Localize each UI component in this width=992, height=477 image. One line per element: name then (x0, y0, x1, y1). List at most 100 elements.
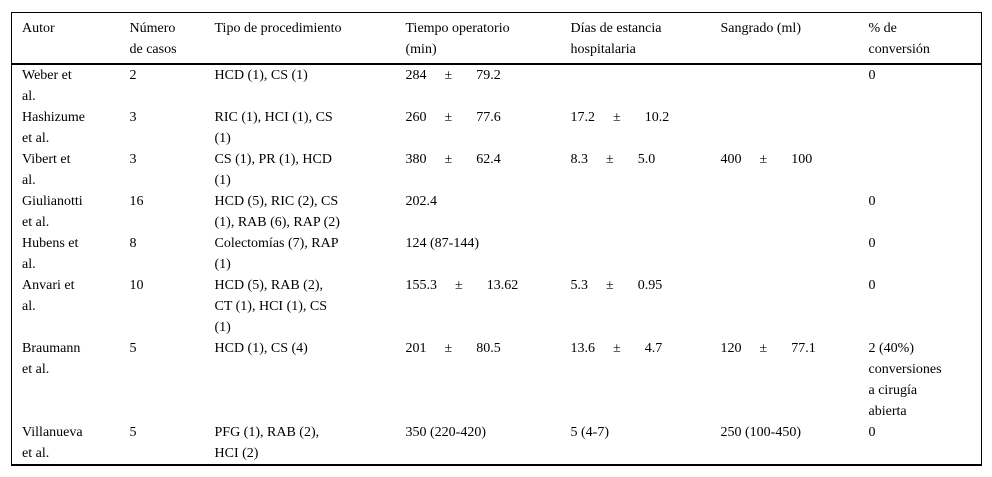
dias-sd: 10.2 (644, 110, 670, 125)
autor-text: Hashizume et al. (22, 110, 85, 146)
plus-minus-sign: ± (444, 68, 453, 83)
dias-range-text: 5 (4-7) (570, 425, 610, 440)
dias-cell (561, 191, 711, 233)
col-header-sangrado: Sangrado (ml) (711, 13, 859, 65)
conversion-cell: 0 (859, 422, 982, 465)
sangrado-cell (711, 64, 859, 107)
autor-cell: Anvari et al. (12, 275, 120, 338)
dias-cell: 5.3 ±0.95 (561, 275, 711, 338)
procedimiento-cell: PFG (1), RAB (2), HCI (2) (205, 422, 396, 465)
tiempo-sd: 13.62 (486, 278, 519, 293)
plus-minus-sign: ± (444, 341, 453, 356)
autor-text: Villanueva et al. (22, 425, 83, 461)
tiempo-sd: 77.6 (476, 110, 501, 125)
casos-text: 2 (129, 68, 137, 83)
tiempo-mean: 155.3 (405, 278, 438, 293)
dias-mean: 8.3 (570, 152, 589, 167)
conversion-cell: 0 (859, 233, 982, 275)
dias-cell: 13.6 ±4.7 (561, 338, 711, 422)
dias-mean: 17.2 (570, 110, 596, 125)
procedimiento-cell: HCD (1), CS (4) (205, 338, 396, 422)
conversion-text: 2 (40%) conversiones a cirugía abierta (868, 341, 942, 419)
plus-minus-sign: ± (613, 341, 621, 356)
procedimiento-text: Colectomías (7), RAP (1) (214, 236, 339, 272)
col-header-casos: Número de casos (120, 13, 205, 65)
conversion-cell: 0 (859, 64, 982, 107)
autor-text: Anvari et al. (22, 278, 75, 314)
table-row: Weber et al. 2 HCD (1), CS (1) 284 ±79.2 … (12, 64, 982, 107)
sangrado-mean: 120 (720, 341, 742, 356)
plus-minus-sign: ± (606, 278, 614, 293)
tiempo-sd: 79.2 (476, 68, 501, 83)
dias-cell: 8.3 ±5.0 (561, 149, 711, 191)
autor-cell: Hubens et al. (12, 233, 120, 275)
plus-minus-sign: ± (759, 152, 768, 167)
conversion-text: 0 (868, 236, 876, 251)
col-header-conversion-label: % de conversión (868, 21, 930, 57)
autor-text: Giulianotti et al. (22, 194, 83, 230)
casos-text: 3 (129, 110, 137, 125)
sangrado-cell (711, 107, 859, 149)
col-header-tiempo: Tiempo operatorio (min) (396, 13, 561, 65)
conversion-text: 0 (868, 425, 876, 440)
procedimiento-cell: HCD (5), RIC (2), CS (1), RAB (6), RAP (… (205, 191, 396, 233)
col-header-procedimiento-label: Tipo de procedimiento (214, 21, 342, 36)
casos-cell: 10 (120, 275, 205, 338)
plus-minus-sign: ± (455, 278, 463, 293)
tiempo-cell: 260 ±77.6 (396, 107, 561, 149)
dias-sd: 5.0 (637, 152, 656, 167)
procedimiento-text: HCD (5), RAB (2), CT (1), HCI (1), CS (1… (214, 278, 328, 335)
sangrado-cell (711, 191, 859, 233)
tiempo-cell: 284 ±79.2 (396, 64, 561, 107)
casos-cell: 16 (120, 191, 205, 233)
table-row: Vibert et al. 3 CS (1), PR (1), HCD (1) … (12, 149, 982, 191)
tiempo-range-text: 124 (87-144) (405, 236, 480, 251)
tiempo-cell: 202.4 (396, 191, 561, 233)
casos-cell: 3 (120, 149, 205, 191)
procedimiento-text: CS (1), PR (1), HCD (1) (214, 152, 332, 188)
tiempo-mean: 201 (405, 341, 427, 356)
dias-sd: 4.7 (644, 341, 663, 356)
casos-cell: 5 (120, 422, 205, 465)
procedimiento-cell: Colectomías (7), RAP (1) (205, 233, 396, 275)
tiempo-mean: 260 (405, 110, 427, 125)
conversion-text: 0 (868, 194, 876, 209)
procedimiento-text: PFG (1), RAB (2), HCI (2) (214, 425, 320, 461)
col-header-casos-label: Número de casos (129, 21, 177, 57)
sangrado-cell: 400 ±100 (711, 149, 859, 191)
col-header-conversion: % de conversión (859, 13, 982, 65)
procedimiento-cell: CS (1), PR (1), HCD (1) (205, 149, 396, 191)
tiempo-mean: 380 (405, 152, 427, 167)
autor-text: Braumann et al. (22, 341, 81, 377)
procedimiento-text: HCD (5), RIC (2), CS (1), RAB (6), RAP (… (214, 194, 340, 230)
table-row: Hubens et al. 8 Colectomías (7), RAP (1)… (12, 233, 982, 275)
col-header-autor-label: Autor (22, 21, 55, 36)
tiempo-cell: 201 ±80.5 (396, 338, 561, 422)
plus-minus-sign: ± (606, 152, 614, 167)
autor-cell: Villanueva et al. (12, 422, 120, 465)
procedimiento-text: HCD (1), CS (4) (214, 341, 308, 356)
procedimiento-cell: HCD (1), CS (1) (205, 64, 396, 107)
casos-cell: 3 (120, 107, 205, 149)
sangrado-cell (711, 275, 859, 338)
casos-text: 5 (129, 341, 137, 356)
sangrado-mean: 400 (720, 152, 742, 167)
procedimiento-text: HCD (1), CS (1) (214, 68, 308, 83)
sangrado-sd: 100 (791, 152, 813, 167)
conversion-cell: 0 (859, 275, 982, 338)
col-header-dias: Días de estancia hospitalaria (561, 13, 711, 65)
tiempo-cell: 124 (87-144) (396, 233, 561, 275)
conversion-cell: 0 (859, 191, 982, 233)
dias-cell: 17.2 ±10.2 (561, 107, 711, 149)
tiempo-range-text: 350 (220-420) (405, 425, 487, 440)
autor-cell: Weber et al. (12, 64, 120, 107)
plus-minus-sign: ± (613, 110, 621, 125)
table-row: Giulianotti et al. 16 HCD (5), RIC (2), … (12, 191, 982, 233)
conversion-cell (859, 149, 982, 191)
autor-cell: Giulianotti et al. (12, 191, 120, 233)
table-row: Hashizume et al. 3 RIC (1), HCI (1), CS … (12, 107, 982, 149)
col-header-dias-label: Días de estancia hospitalaria (570, 21, 662, 57)
col-header-sangrado-label: Sangrado (ml) (720, 21, 801, 36)
casos-text: 8 (129, 236, 137, 251)
tiempo-cell: 155.3 ±13.62 (396, 275, 561, 338)
